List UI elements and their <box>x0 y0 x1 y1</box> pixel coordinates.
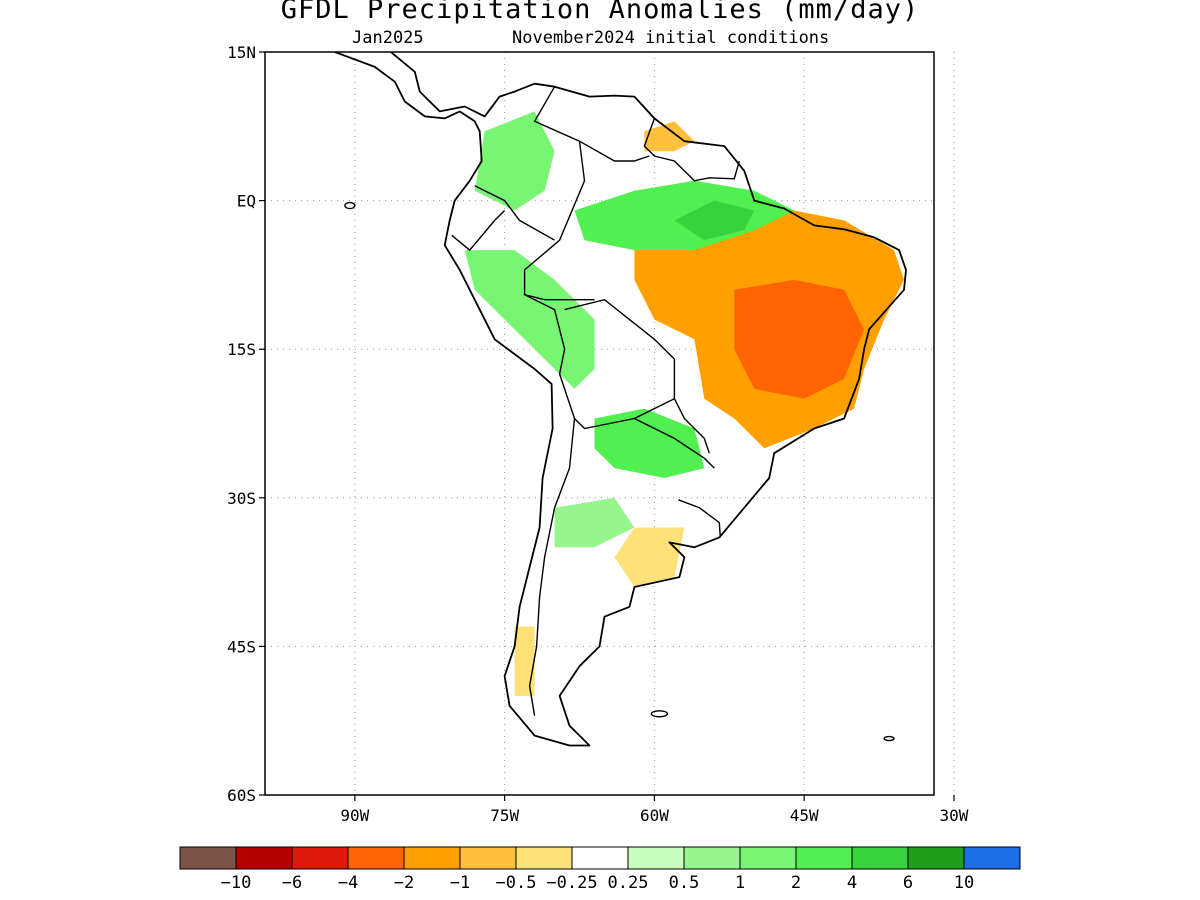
colorbar-swatch <box>179 846 237 870</box>
colorbar-swatch <box>739 846 797 870</box>
colorbar-label: −4 <box>338 873 358 893</box>
country-border <box>474 185 555 241</box>
colorbar-swatch <box>459 846 517 870</box>
anomaly-region <box>594 408 705 478</box>
lat-tick-label: 45S <box>227 637 256 656</box>
lat-tick-label: 15S <box>227 340 256 359</box>
lon-tick-label: 60W <box>640 806 669 825</box>
colorbar-label: −0.5 <box>496 873 537 893</box>
map-frame <box>264 51 935 796</box>
anomaly-region <box>614 527 685 587</box>
anomaly-region <box>474 111 555 211</box>
lon-tick-label: 45W <box>790 806 819 825</box>
colorbar: −10 −6 −4 −2 −1 −0.5 −0.25 0.25 0.5 1 2 4 6 10 <box>179 846 1021 893</box>
country-border <box>673 398 710 454</box>
valid-month-label: Jan2025 <box>352 28 424 48</box>
country-border <box>524 294 595 301</box>
colorbar-swatch <box>515 846 573 870</box>
anomaly-region <box>644 121 695 152</box>
initial-conditions-label: November2024 initial conditions <box>512 28 830 48</box>
anomaly-region <box>674 200 755 241</box>
colorbar-label: 0.5 <box>669 873 700 893</box>
anomaly-region <box>514 626 535 696</box>
lon-tick-label: 75W <box>490 806 519 825</box>
coastlines <box>313 52 907 747</box>
colorbar-swatch <box>291 846 349 870</box>
lat-tick-label: 60S <box>227 786 256 805</box>
island <box>883 735 895 742</box>
anomaly-region <box>734 279 865 399</box>
colorbar-label: −10 <box>221 873 252 893</box>
anomaly-field <box>464 111 904 696</box>
country-border <box>634 417 715 469</box>
lat-tick-label: 15N <box>227 43 256 62</box>
colorbar-label: 1 <box>735 873 745 893</box>
lon-tick-label: 90W <box>340 806 369 825</box>
country-border <box>451 210 506 252</box>
colorbar-label: 6 <box>903 873 913 893</box>
country-border <box>678 499 721 538</box>
lat-tick-label: EQ <box>237 192 256 211</box>
colorbar-swatch <box>851 846 909 870</box>
country-border <box>528 418 576 716</box>
anomaly-region <box>554 497 635 548</box>
colorbar-swatch <box>795 846 853 870</box>
colorbar-swatch <box>403 846 461 870</box>
anomaly-region <box>574 180 795 251</box>
map-title: GFDL Precipitation Anomalies (mm/day) <box>280 0 920 25</box>
colorbar-label: 2 <box>791 873 801 893</box>
country-border <box>523 86 676 430</box>
country-border <box>643 118 740 182</box>
colorbar-label: −1 <box>450 873 470 893</box>
coastline <box>313 52 907 747</box>
colorbar-swatch <box>235 846 293 870</box>
axis-labels: 15N EQ 15S 30S 45S 60S 90W 75W 60W 45W 30W <box>227 43 969 825</box>
country-border <box>579 140 650 162</box>
colorbar-label: 0.25 <box>608 873 649 893</box>
colorbar-swatch <box>683 846 741 870</box>
colorbar-swatch <box>907 846 965 870</box>
colorbar-swatch <box>571 846 629 870</box>
colorbar-label: 10 <box>954 873 974 893</box>
anomaly-region <box>464 250 595 389</box>
colorbar-swatch <box>963 846 1021 870</box>
colorbar-label: 4 <box>847 873 857 893</box>
colorbar-label: −0.25 <box>546 873 597 893</box>
lon-tick-label: 30W <box>940 806 969 825</box>
colorbar-swatch <box>627 846 685 870</box>
lat-tick-label: 30S <box>227 489 256 508</box>
colorbar-swatch <box>347 846 405 870</box>
colorbar-label: −6 <box>282 873 302 893</box>
colorbar-label: −2 <box>394 873 414 893</box>
island <box>344 201 356 210</box>
island <box>650 710 669 718</box>
